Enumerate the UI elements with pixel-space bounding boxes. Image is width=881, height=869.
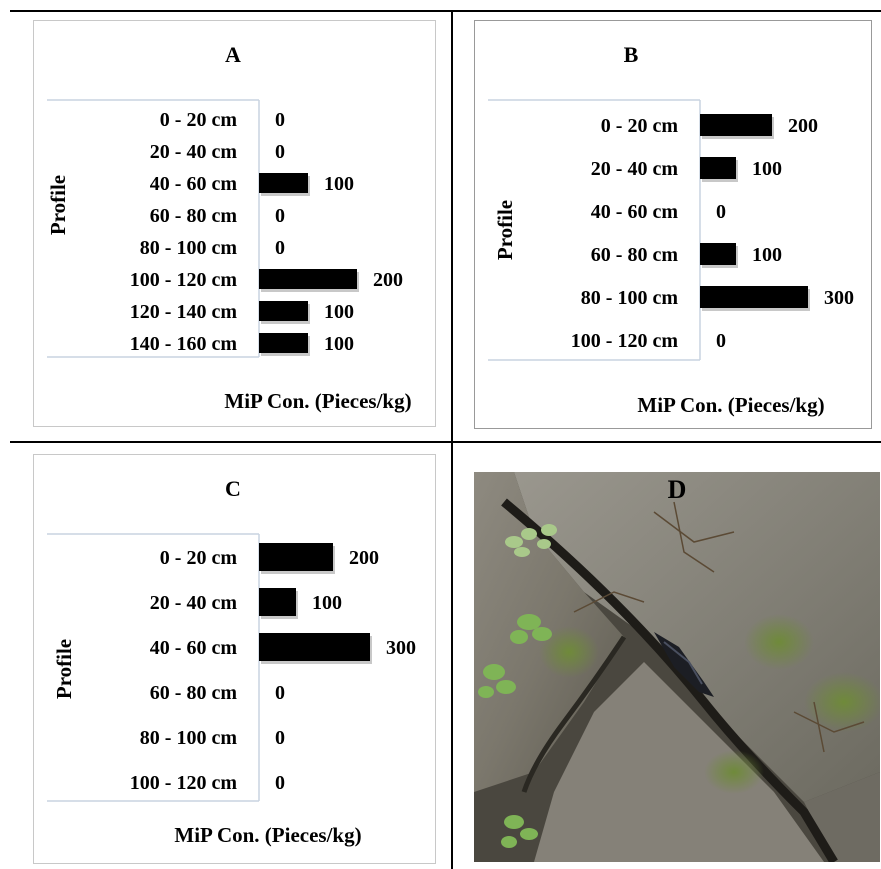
chart-a-data-label: 0 <box>275 205 285 227</box>
chart-b-tick-label: 0 - 20 cm <box>601 115 679 137</box>
chart-a: A Profile MiP Con. (Pieces/kg) 0 - 20 cm 0 20… <box>46 42 412 413</box>
chart-c: C Profile MiP Con. (Pieces/kg) 0 - 20 cm 200… <box>47 476 416 847</box>
chart-a-bar <box>259 173 308 193</box>
chart-b-tick-label: 20 - 40 cm <box>591 158 679 180</box>
vertical-divider <box>451 10 453 869</box>
chart-b-ylabel: Profile <box>493 200 517 260</box>
chart-c-data-label: 300 <box>386 637 416 659</box>
chart-b-tick-label: 80 - 100 cm <box>581 287 679 309</box>
chart-c-tick-label: 0 - 20 cm <box>160 547 238 569</box>
chart-a-title: A <box>225 42 241 67</box>
panel-b-frame <box>474 20 872 429</box>
chart-a-data-label: 200 <box>373 269 403 291</box>
chart-c-bar <box>259 633 370 661</box>
chart-c-xlabel: MiP Con. (Pieces/kg) <box>174 823 361 847</box>
chart-a-tick-label: 20 - 40 cm <box>150 141 238 163</box>
chart-a-data-label: 100 <box>324 333 354 355</box>
chart-b-tick-label: 40 - 60 cm <box>591 201 679 223</box>
chart-a-tick-label: 80 - 100 cm <box>140 237 238 259</box>
panel-c-frame <box>33 454 436 864</box>
chart-a-xlabel: MiP Con. (Pieces/kg) <box>224 389 411 413</box>
chart-b-bar <box>700 114 772 136</box>
photo-label-d: D <box>668 475 687 504</box>
chart-b-data-label: 200 <box>788 115 818 137</box>
chart-a-tick-label: 140 - 160 cm <box>130 333 238 355</box>
chart-b-title: B <box>624 42 639 67</box>
chart-a-data-label: 0 <box>275 141 285 163</box>
chart-b-data-label: 0 <box>716 201 726 223</box>
chart-b-data-label: 100 <box>752 244 782 266</box>
chart-b-tick-label: 100 - 120 cm <box>571 330 679 352</box>
chart-c-ylabel: Profile <box>52 639 76 699</box>
chart-c-tick-label: 100 - 120 cm <box>130 772 238 794</box>
chart-a-tick-label: 120 - 140 cm <box>130 301 238 323</box>
panel-a-frame <box>33 20 436 427</box>
chart-b-data-label: 300 <box>824 287 854 309</box>
chart-c-data-label: 200 <box>349 547 379 569</box>
chart-a-ylabel: Profile <box>46 175 70 235</box>
chart-c-tick-label: 40 - 60 cm <box>150 637 238 659</box>
chart-b-bar <box>700 243 736 265</box>
chart-b-xlabel: MiP Con. (Pieces/kg) <box>637 393 824 417</box>
top-border <box>10 10 881 12</box>
chart-a-tick-label: 40 - 60 cm <box>150 173 238 195</box>
chart-c-title: C <box>225 476 241 501</box>
chart-b-bar <box>700 157 736 179</box>
chart-a-data-label: 100 <box>324 301 354 323</box>
soil-crack-photo: D <box>474 472 880 862</box>
chart-c-tick-label: 20 - 40 cm <box>150 592 238 614</box>
chart-a-data-label: 100 <box>324 173 354 195</box>
chart-c-tick-label: 80 - 100 cm <box>140 727 238 749</box>
chart-c-tick-label: 60 - 80 cm <box>150 682 238 704</box>
chart-b-data-label: 100 <box>752 158 782 180</box>
chart-c-data-label: 0 <box>275 682 285 704</box>
chart-b-tick-label: 60 - 80 cm <box>591 244 679 266</box>
chart-a-tick-label: 100 - 120 cm <box>130 269 238 291</box>
chart-a-data-label: 0 <box>275 109 285 131</box>
chart-b-bar <box>700 286 808 308</box>
chart-a-bar <box>259 301 308 321</box>
chart-c-data-label: 100 <box>312 592 342 614</box>
chart-a-tick-label: 0 - 20 cm <box>160 109 238 131</box>
chart-b-data-label: 0 <box>716 330 726 352</box>
chart-a-bar <box>259 333 308 353</box>
chart-c-bar <box>259 588 296 616</box>
chart-c-data-label: 0 <box>275 772 285 794</box>
chart-a-bar <box>259 269 357 289</box>
chart-c-data-label: 0 <box>275 727 285 749</box>
chart-b: B Profile MiP Con. (Pieces/kg) 0 - 20 cm 200… <box>488 42 854 417</box>
horizontal-divider <box>10 441 881 443</box>
chart-a-data-label: 0 <box>275 237 285 259</box>
chart-a-tick-label: 60 - 80 cm <box>150 205 238 227</box>
chart-c-bar <box>259 543 333 571</box>
